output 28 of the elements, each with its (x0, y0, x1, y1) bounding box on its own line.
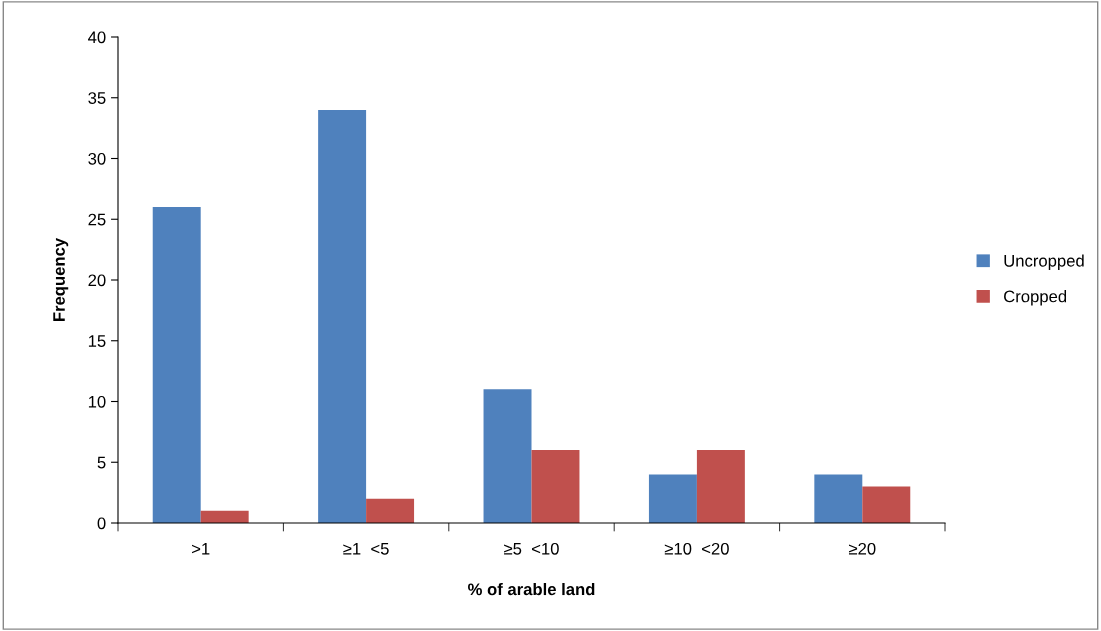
y-tick-label: 20 (88, 274, 106, 287)
y-tick-label: 15 (88, 335, 106, 347)
y-tick-label: 40 (88, 31, 106, 44)
y-tick-label: 25 (88, 213, 106, 226)
bar (648, 474, 697, 523)
y-tick-label: 35 (88, 92, 106, 104)
y-axis-title: Frequency (53, 237, 69, 322)
x-tick-label: ≥20 (848, 542, 876, 555)
bar (814, 474, 863, 523)
legend-label: Uncropped (1004, 254, 1084, 270)
bar (696, 450, 745, 523)
bar (200, 510, 249, 523)
y-tick-label: 30 (88, 152, 106, 165)
bar (152, 207, 201, 523)
x-tick-label: ≥10 <20 (664, 542, 729, 555)
bar (366, 498, 415, 523)
bar (862, 486, 911, 523)
bar (318, 109, 367, 523)
bar (531, 450, 580, 523)
y-tick-label: 10 (88, 395, 106, 408)
x-tick-label: ≥5 <10 (504, 542, 559, 555)
y-tick-label: 0 (97, 517, 106, 530)
x-tick-label: ≥1 <5 (343, 543, 389, 555)
legend-label: Cropped (1004, 290, 1067, 306)
bar (483, 389, 532, 523)
x-axis-title: % of arable land (468, 582, 595, 596)
y-tick-label: 5 (97, 456, 106, 469)
x-tick-label: >1 (192, 543, 210, 555)
